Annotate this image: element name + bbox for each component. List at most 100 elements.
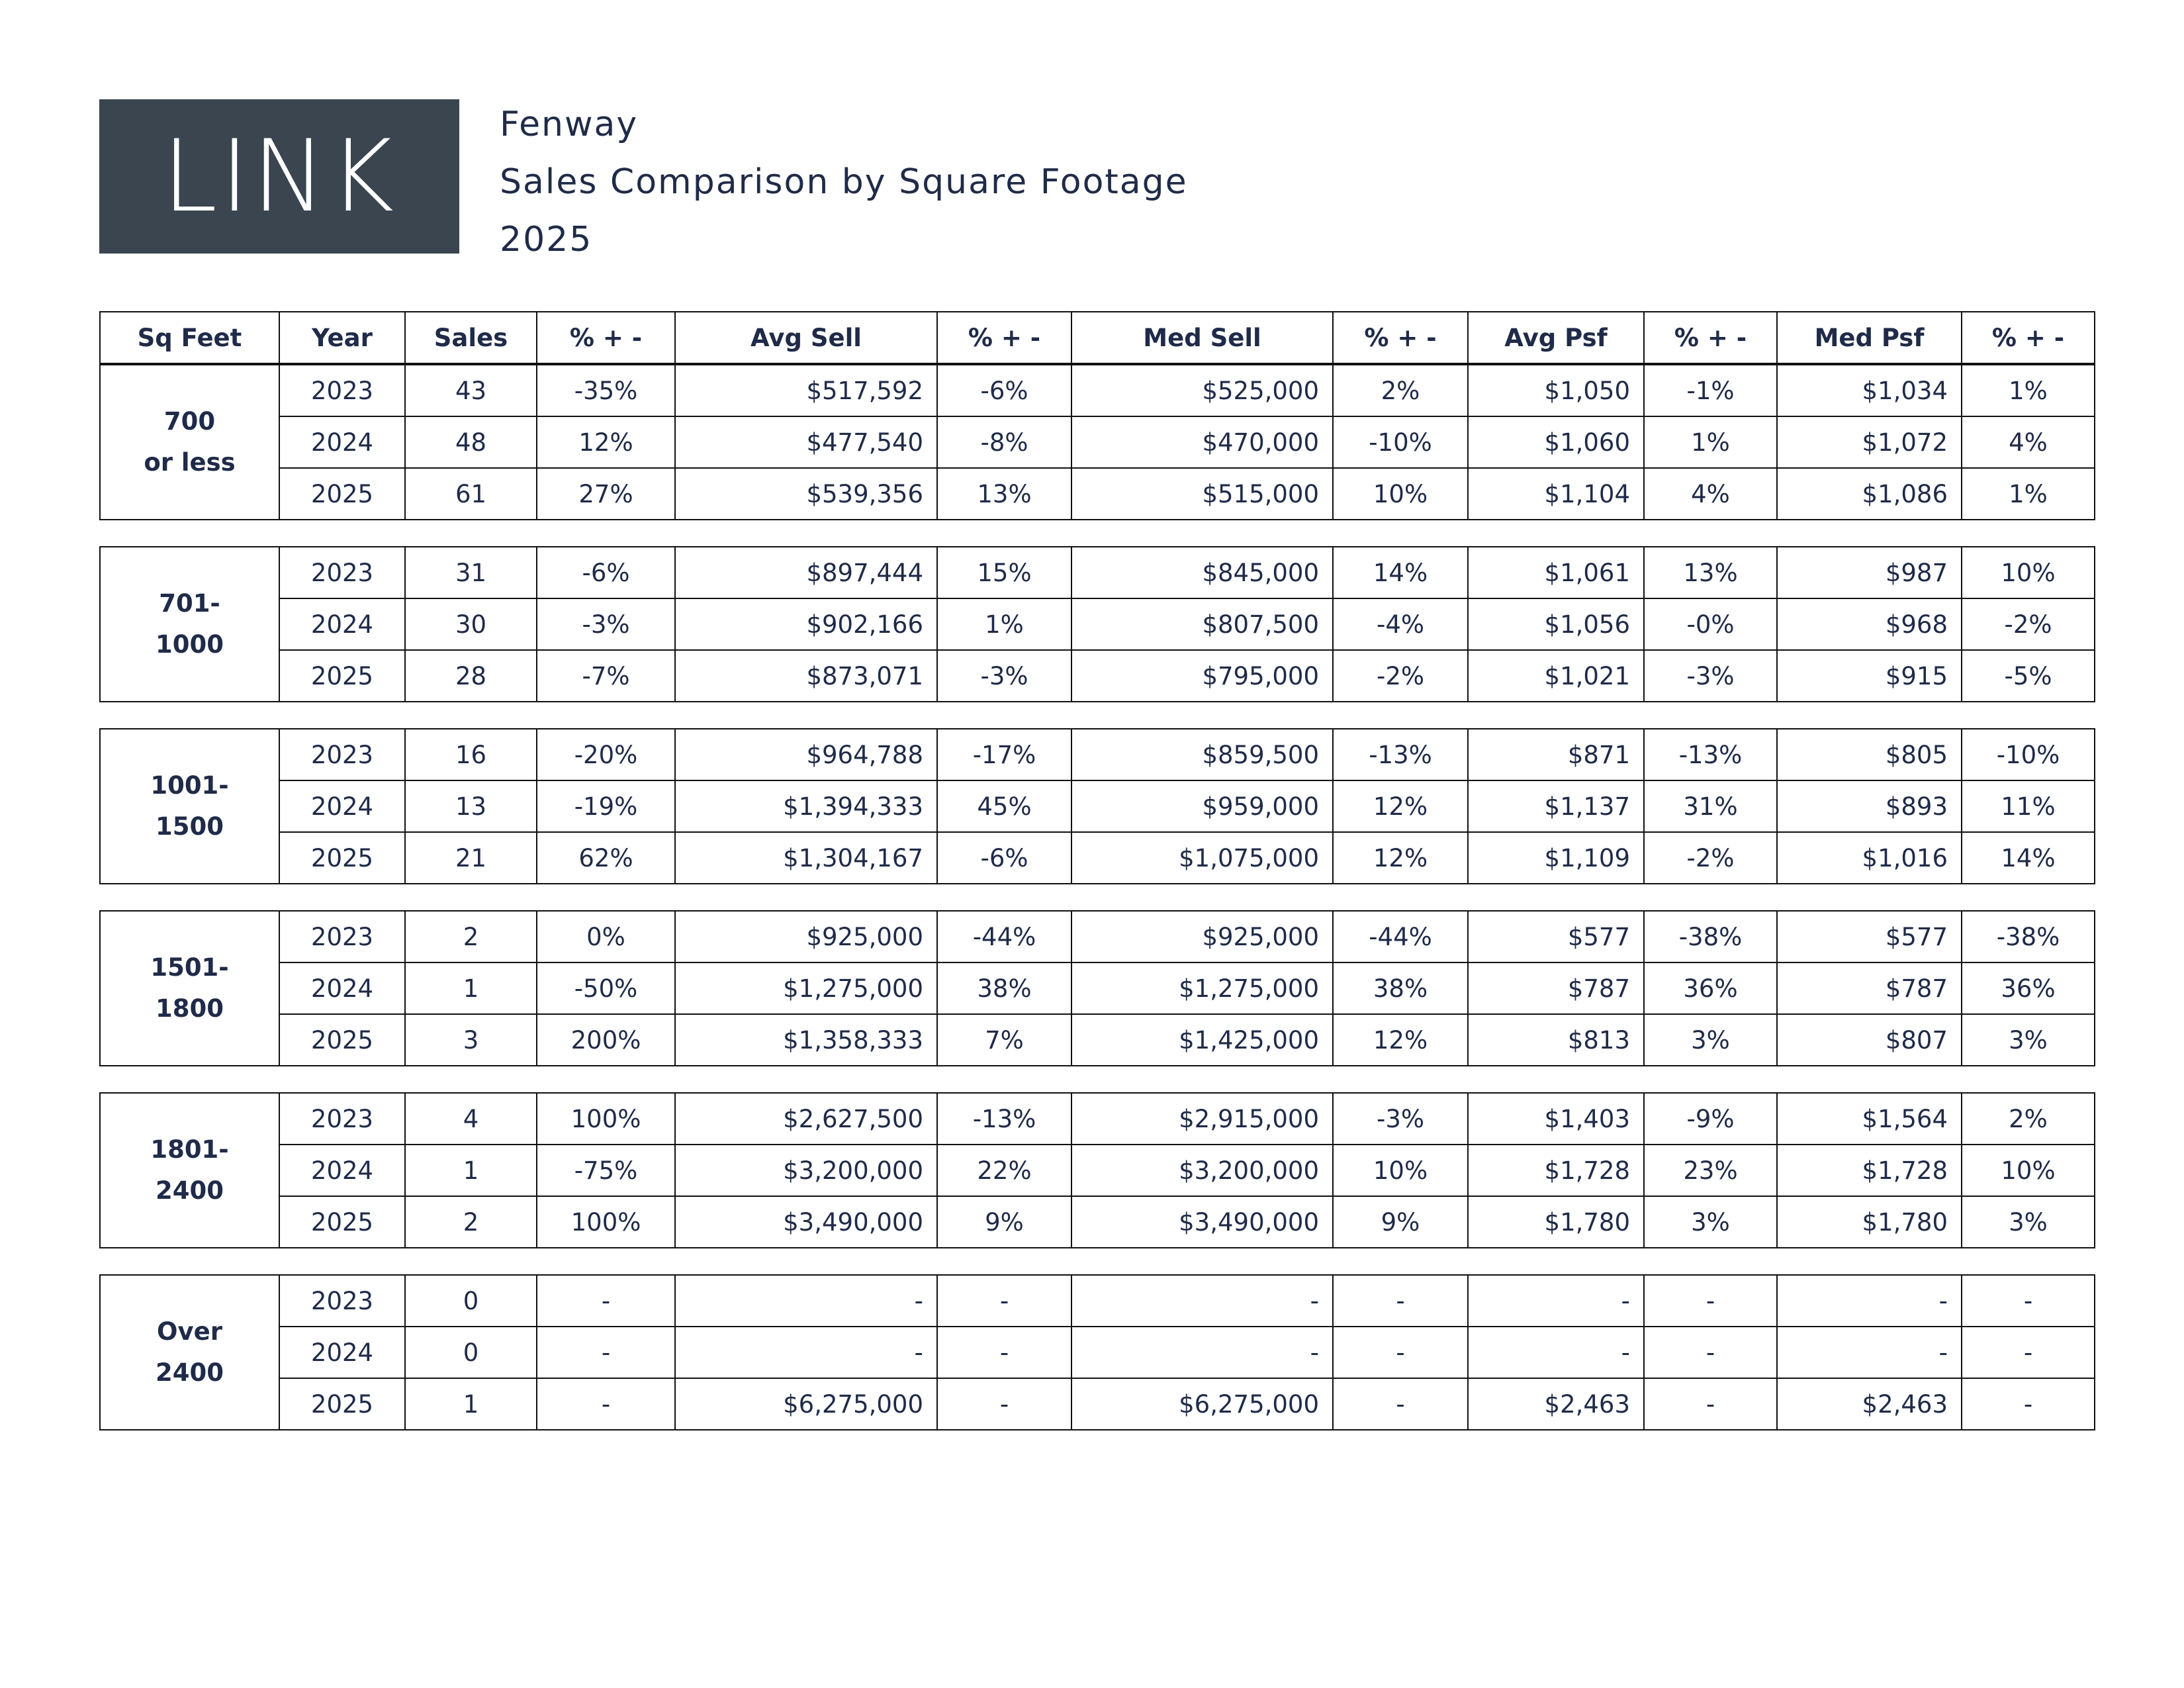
table-cell: 2025 bbox=[279, 1013, 406, 1066]
table-cell: $873,071 bbox=[674, 649, 938, 702]
table-cell: 2 bbox=[404, 910, 537, 963]
table-cell: 13% bbox=[1643, 546, 1778, 599]
table-cell: $1,056 bbox=[1467, 598, 1645, 651]
sqft-range-line2: or less bbox=[144, 448, 236, 477]
table-cell: $1,275,000 bbox=[674, 962, 938, 1015]
table-cell: -44% bbox=[936, 910, 1072, 963]
table-cell: 2025 bbox=[279, 649, 406, 702]
table-cell: $517,592 bbox=[674, 364, 938, 417]
table-cell: $1,016 bbox=[1776, 831, 1962, 884]
table-cell: $795,000 bbox=[1071, 649, 1334, 702]
table-cell: $477,540 bbox=[674, 416, 938, 469]
table-cell: 2024 bbox=[279, 598, 406, 651]
table-cell: -13% bbox=[1332, 728, 1469, 781]
table-row: 700 or less 2023 43 -35% $517,592 -6% $525,000 2… bbox=[99, 364, 2095, 520]
table-cell: -2% bbox=[1332, 649, 1469, 702]
table-cell: 200% bbox=[536, 1013, 676, 1066]
table-cell: 2025 bbox=[279, 467, 406, 520]
table-cell: -75% bbox=[536, 1144, 676, 1197]
table-cell: 2024 bbox=[279, 1144, 406, 1197]
table-cell: $959,000 bbox=[1071, 780, 1334, 833]
table-cell: 10% bbox=[1332, 467, 1469, 520]
column-header: Avg Sell bbox=[674, 311, 938, 364]
table-cell: -38% bbox=[1961, 910, 2095, 963]
table-cell: $1,075,000 bbox=[1071, 831, 1334, 884]
table-cell: 10% bbox=[1961, 546, 2095, 599]
table-cell: $1,072 bbox=[1776, 416, 1962, 469]
table-cell: -0% bbox=[1643, 598, 1778, 651]
table-cell: 12% bbox=[1332, 831, 1469, 884]
table-cell: $787 bbox=[1776, 962, 1962, 1015]
table-cell: $6,275,000 bbox=[674, 1378, 938, 1430]
table-cell: 62% bbox=[536, 831, 676, 884]
table-cell: 13 bbox=[404, 780, 537, 833]
table-cell: 38% bbox=[936, 962, 1072, 1015]
table-cell: - bbox=[674, 1274, 938, 1327]
table-cell: $1,034 bbox=[1776, 364, 1962, 417]
table-cell: 31% bbox=[1643, 780, 1778, 833]
table-cell: 36% bbox=[1643, 962, 1778, 1015]
table-cell: -38% bbox=[1643, 910, 1778, 963]
table-cell: -13% bbox=[936, 1092, 1072, 1145]
sqft-range-label: Over 2400 bbox=[99, 1274, 280, 1430]
table-row: 2024 1 -75% $3,200,000 22% $3,200,000 10% $1,72… bbox=[100, 1144, 2095, 1197]
table-cell: $1,137 bbox=[1467, 780, 1645, 833]
table-cell: 7% bbox=[936, 1013, 1072, 1066]
table-cell: - bbox=[536, 1326, 676, 1379]
table-cell: $1,060 bbox=[1467, 416, 1645, 469]
table-cell: $3,490,000 bbox=[674, 1196, 938, 1248]
table-cell: - bbox=[1467, 1326, 1645, 1379]
table-cell: -19% bbox=[536, 780, 676, 833]
sqft-range-label: 1801- 2400 bbox=[99, 1092, 280, 1248]
table-cell: - bbox=[936, 1378, 1072, 1430]
table-cell: $902,166 bbox=[674, 598, 938, 651]
table-cell: - bbox=[1071, 1274, 1334, 1327]
table-row: 701- 1000 2023 31 -6% $897,444 15% $845,000 14% $… bbox=[99, 546, 2095, 702]
table-cell: 1% bbox=[1961, 364, 2095, 417]
sqft-range-line2: 1000 bbox=[156, 630, 224, 659]
column-header: Sq Feet bbox=[99, 311, 280, 364]
table-cell: - bbox=[1332, 1326, 1469, 1379]
table-cell: 16 bbox=[404, 728, 537, 781]
table-cell: -7% bbox=[536, 649, 676, 702]
logo-text: LINK bbox=[161, 118, 397, 234]
table-cell: 4 bbox=[404, 1092, 537, 1145]
table-cell: 31 bbox=[404, 546, 537, 599]
table-cell: $1,403 bbox=[1467, 1092, 1645, 1145]
table-cell: $925,000 bbox=[1071, 910, 1334, 963]
table-cell: $1,564 bbox=[1776, 1092, 1962, 1145]
column-header: % + - bbox=[936, 311, 1072, 364]
column-header: % + - bbox=[1643, 311, 1778, 364]
table-cell: 30 bbox=[404, 598, 537, 651]
table-row: 1501- 1800 2023 2 0% $925,000 -44% $925,000 -44%… bbox=[99, 910, 2095, 1066]
table-cell: $1,050 bbox=[1467, 364, 1645, 417]
table-cell: 4% bbox=[1643, 467, 1778, 520]
sqft-range-line1: 700 bbox=[163, 407, 216, 436]
table-cell: - bbox=[1071, 1326, 1334, 1379]
table-cell: $807,500 bbox=[1071, 598, 1334, 651]
table-cell: $3,200,000 bbox=[1071, 1144, 1334, 1197]
table-cell: $2,627,500 bbox=[674, 1092, 938, 1145]
table-cell: 2023 bbox=[279, 546, 406, 599]
table-cell: 0% bbox=[536, 910, 676, 963]
table-row: 2025 2 100% $3,490,000 9% $3,490,000 9% $1,780 3… bbox=[100, 1196, 2095, 1248]
table-row: 2024 1 -50% $1,275,000 38% $1,275,000 38% $787 3… bbox=[100, 962, 2095, 1015]
table-cell: 0 bbox=[404, 1274, 537, 1327]
table-cell: -2% bbox=[1643, 831, 1778, 884]
table-cell: 2023 bbox=[279, 910, 406, 963]
neighborhood-name: Fenway bbox=[500, 105, 639, 144]
table-cell: -3% bbox=[536, 598, 676, 651]
table-row: 2024 48 12% $477,540 -8% $470,000 -10% $1,060 1%… bbox=[100, 416, 2095, 469]
table-cell: 1% bbox=[1643, 416, 1778, 469]
table-cell: 3% bbox=[1961, 1196, 2095, 1248]
table-cell: $813 bbox=[1467, 1013, 1645, 1066]
table-cell: 21 bbox=[404, 831, 537, 884]
table-cell: $1,728 bbox=[1467, 1144, 1645, 1197]
table-cell: - bbox=[1643, 1378, 1778, 1430]
table-cell: 2024 bbox=[279, 962, 406, 1015]
table-row: 2025 3 200% $1,358,333 7% $1,425,000 12% $813 3%… bbox=[100, 1013, 2095, 1066]
table-cell: 2 bbox=[404, 1196, 537, 1248]
table-cell: -3% bbox=[936, 649, 1072, 702]
table-cell: 22% bbox=[936, 1144, 1072, 1197]
table-cell: 10% bbox=[1332, 1144, 1469, 1197]
